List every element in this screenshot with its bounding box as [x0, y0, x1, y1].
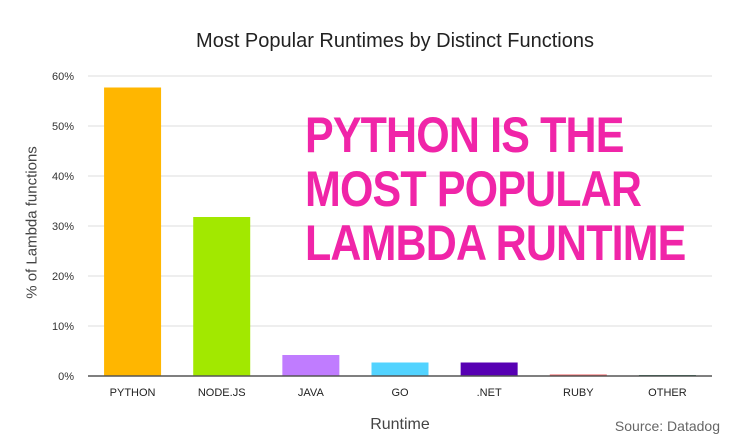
x-tick-label: .NET: [477, 387, 502, 399]
bar-python: [104, 87, 162, 376]
annotation: PYTHON IS THE MOST POPULAR LAMBDA RUNTIM…: [305, 107, 686, 271]
source-note: Source: Datadog: [614, 418, 720, 434]
bar-go: [371, 362, 429, 376]
y-tick-label: 0%: [58, 371, 74, 383]
x-tick-label: OTHER: [648, 387, 687, 399]
x-tick-label: GO: [391, 387, 409, 399]
bar-nodejs: [193, 217, 251, 376]
y-tick-label: 30%: [52, 221, 74, 233]
annotation-line: PYTHON IS THE: [305, 107, 624, 163]
y-tick-label: 40%: [52, 171, 74, 183]
x-tick-label: PYTHON: [110, 387, 156, 399]
y-tick-label: 20%: [52, 271, 74, 283]
x-axis-label: Runtime: [370, 416, 430, 433]
y-tick-label: 60%: [52, 71, 74, 83]
chart-title: Most Popular Runtimes by Distinct Functi…: [196, 30, 594, 52]
x-tick-label: JAVA: [298, 387, 325, 399]
x-tick-label: NODE.JS: [198, 387, 246, 399]
bar-net: [460, 362, 518, 376]
annotation-line: LAMBDA RUNTIME: [305, 215, 686, 271]
x-tick-label: RUBY: [563, 387, 594, 399]
y-tick-label: 50%: [52, 121, 74, 133]
y-tick-label: 10%: [52, 321, 74, 333]
bar-java: [282, 355, 340, 376]
annotation-line: MOST POPULAR: [305, 161, 642, 217]
